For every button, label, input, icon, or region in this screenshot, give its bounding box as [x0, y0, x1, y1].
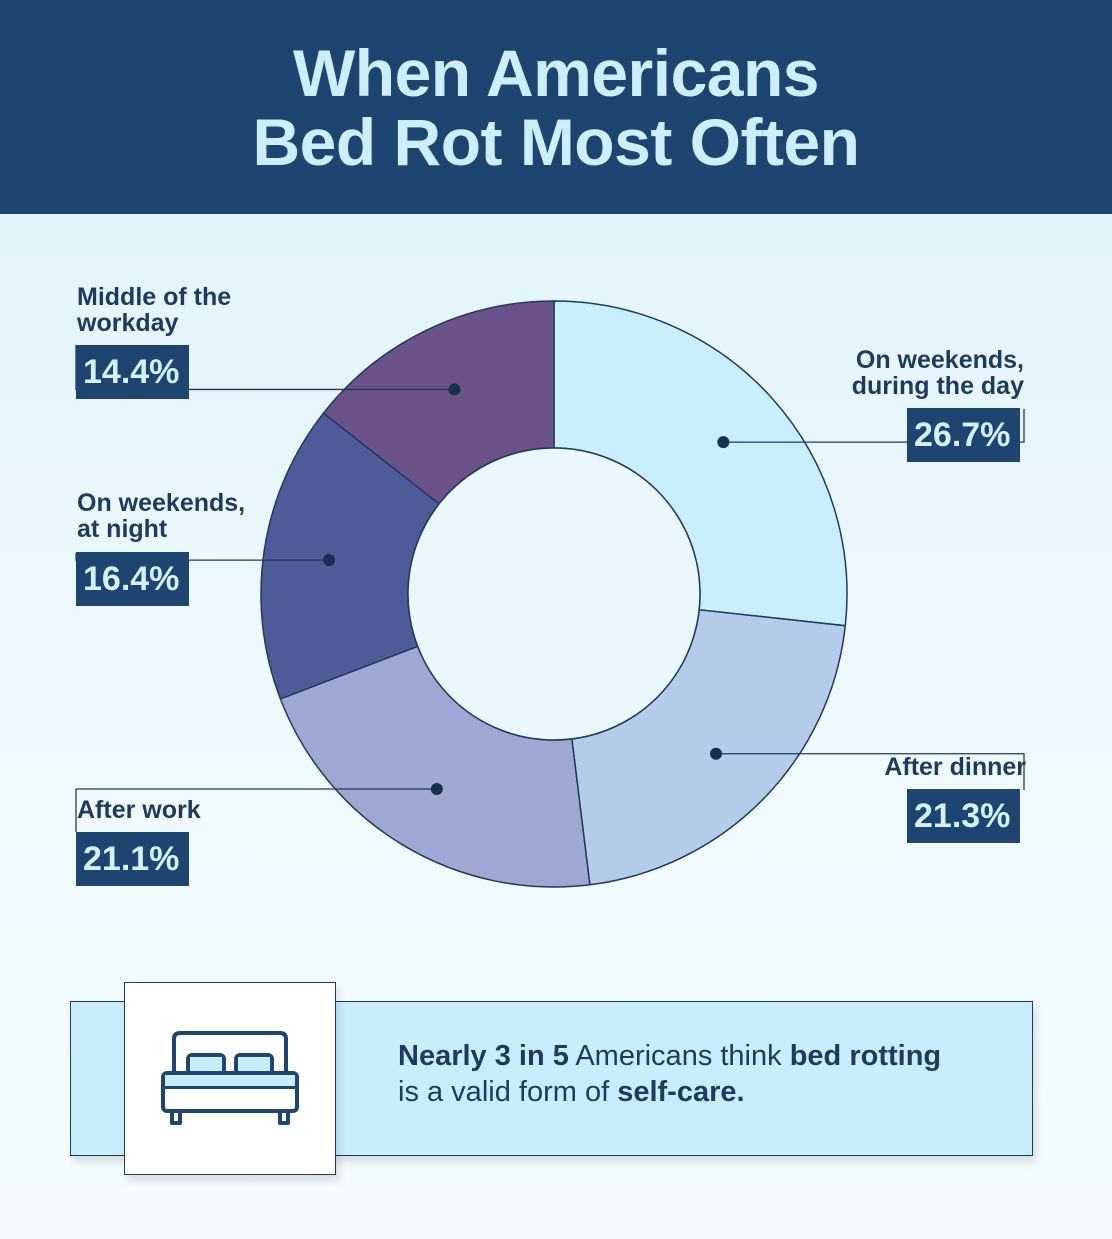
donut-chart: [75, 300, 1025, 888]
icon-card: [124, 982, 336, 1175]
slice-value-after-work: 21.1%: [76, 832, 190, 886]
slice-value-weekends-day: 26.7%: [907, 408, 1021, 462]
leader-dot-middle-workday: [448, 383, 461, 396]
leader-line-weekends-day: [723, 409, 1025, 443]
title-line-2: Bed Rot Most Often: [252, 105, 860, 179]
leader-line-after-work: [75, 788, 437, 832]
slice-label-middle-workday: Middle of the workday: [77, 283, 232, 337]
slice-value-after-dinner: 21.3%: [907, 789, 1021, 843]
callout-emphasis-3: self-care.: [617, 1076, 745, 1108]
slice-label-weekends-day: On weekends, during the day: [851, 346, 1024, 400]
slice-label-weekends-night: On weekends, at night: [77, 489, 246, 543]
bed-icon: [161, 1031, 299, 1125]
slice-label-after-dinner: After dinner: [884, 753, 1026, 781]
donut-hole: [407, 447, 701, 741]
slice-value-weekends-night: 16.4%: [76, 552, 190, 606]
leader-dot-after-dinner: [710, 747, 723, 760]
callout-emphasis-2: bed rotting: [789, 1040, 942, 1072]
slice-value-middle-workday: 14.4%: [76, 345, 190, 399]
leader-line-after-dinner: [716, 753, 1025, 790]
callout-text-1: Americans think: [568, 1040, 790, 1072]
leader-dot-weekends-day: [717, 436, 730, 449]
leader-dot-weekends-night: [323, 554, 336, 567]
leader-dot-after-work: [430, 783, 443, 796]
slice-label-after-work: After work: [77, 796, 201, 824]
callout-text-2: is a valid form of: [398, 1076, 618, 1108]
title-line-1: When Americans: [292, 36, 820, 110]
header-banner: [0, 0, 1112, 214]
callout-emphasis-1: Nearly 3 in 5: [398, 1040, 569, 1072]
callout-text: Nearly 3 in 5 Americans think bed rottin…: [398, 1038, 1018, 1110]
